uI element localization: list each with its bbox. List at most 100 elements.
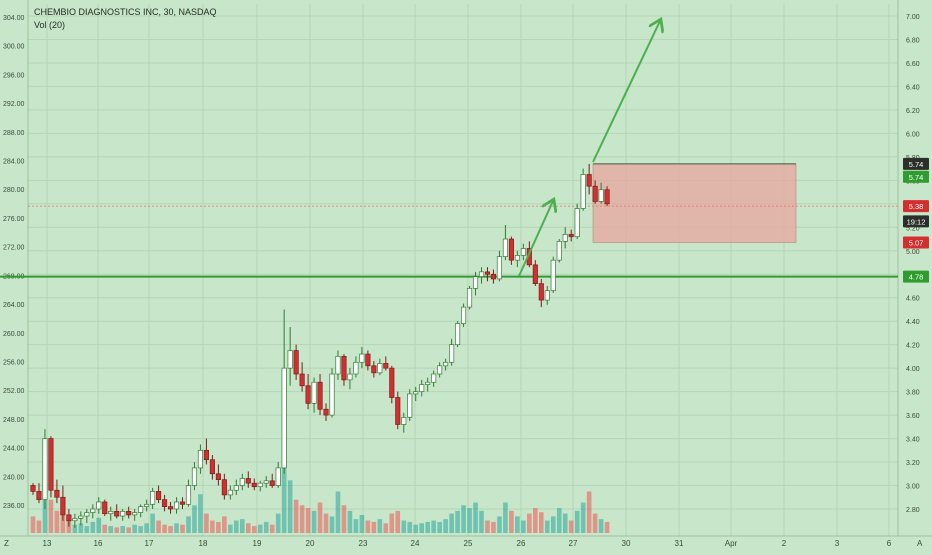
candle-body (449, 344, 455, 363)
volume-bar (162, 524, 167, 533)
left-axis-tick: 304.00 (3, 15, 25, 22)
candle-body (520, 248, 526, 256)
time-axis-tick: 18 (199, 539, 208, 548)
candle-body (431, 373, 437, 383)
left-axis-tick: 264.00 (3, 302, 25, 309)
candle-body (413, 391, 419, 395)
volume-bar (275, 513, 281, 533)
price-tag-label: 5.74 (909, 160, 924, 169)
volume-bar (419, 523, 424, 533)
right-axis-tick: 5.00 (906, 249, 920, 256)
candle-body (191, 467, 198, 486)
candle-body (48, 438, 54, 491)
volume-bar (96, 517, 102, 533)
volume-bar (574, 510, 580, 533)
volume-bar (586, 491, 592, 533)
left-axis-tick: 236.00 (3, 503, 25, 510)
candle-body (419, 384, 425, 392)
right-axis-tick: 6.60 (906, 61, 920, 68)
candle-body (425, 381, 431, 385)
candle-body (461, 306, 467, 324)
left-axis-tick: 256.00 (3, 359, 25, 366)
price-tag (903, 200, 929, 213)
candle-body (311, 381, 317, 404)
right-axis-tick: 3.80 (906, 390, 920, 397)
volume-bar (287, 480, 293, 533)
volume-bar (527, 513, 532, 533)
volume-bar (365, 520, 371, 533)
volume-bar (114, 527, 120, 533)
candle-body (167, 506, 174, 510)
left-axis-tick: 292.00 (3, 101, 25, 108)
volume-bar (192, 505, 197, 533)
candle-body (203, 449, 209, 461)
candle-body (150, 491, 156, 505)
time-axis-tick: 25 (464, 539, 473, 548)
volume-bar (359, 515, 365, 533)
volume-bar (544, 520, 550, 533)
volume-bar (263, 521, 269, 533)
candle-body (78, 515, 84, 519)
candle-body (598, 189, 604, 202)
candle-body (574, 208, 580, 238)
candle-body (371, 365, 377, 374)
candle-body (84, 512, 90, 517)
candle-body (496, 256, 502, 280)
candle-body (389, 367, 395, 398)
volume-bar (126, 527, 131, 533)
volume-bar (186, 516, 191, 533)
time-axis-tick: 30 (622, 539, 631, 548)
volume-bar (281, 447, 287, 533)
candle-body (60, 496, 66, 516)
candle-body (114, 510, 120, 517)
left-axis-tick: 248.00 (3, 417, 25, 424)
candle-body (592, 185, 598, 202)
candle-body (293, 350, 299, 375)
stop-loss-zone (592, 163, 797, 243)
candle-body (42, 438, 48, 500)
candle-body (233, 485, 239, 491)
price-tag-label: 4.78 (909, 273, 924, 282)
left-axis-tick: 300.00 (3, 44, 25, 51)
volume-bar (377, 519, 383, 533)
volume-bar (455, 510, 460, 533)
candle-body (299, 373, 305, 387)
time-axis-tick: 2 (782, 539, 787, 548)
time-axis-tick: 17 (145, 539, 154, 548)
volume-bar (36, 520, 42, 533)
time-axis-tick: Apr (725, 539, 738, 548)
right-axis-tick: 4.60 (906, 296, 920, 303)
candle-body (305, 385, 311, 404)
candle-body (263, 480, 269, 484)
time-axis-tick: 27 (569, 539, 578, 548)
chart-legend: CHEMBIO DIAGNOSTICS INC, 30, NASDAQ Vol … (34, 6, 217, 32)
candle-body (407, 393, 413, 418)
time-axis-tick: 20 (306, 539, 315, 548)
left-axis-tick: 240.00 (3, 474, 25, 481)
volume-bar (78, 523, 84, 533)
volume-bar (425, 521, 430, 533)
volume-bar (150, 513, 155, 533)
right-axis-tick: 3.60 (906, 413, 920, 420)
volume-bar (550, 516, 556, 533)
volume-bar (467, 508, 472, 533)
time-axis-tick: 6 (887, 539, 892, 548)
volume-bar (120, 526, 125, 533)
volume-bar (138, 526, 143, 533)
volume-bar (371, 521, 377, 533)
candle-body (132, 512, 138, 516)
volume-bar (539, 512, 544, 533)
volume-bar (245, 523, 251, 533)
candle-body (251, 482, 257, 488)
volume-bar (251, 526, 257, 533)
price-tag (903, 157, 929, 170)
candle-body (317, 381, 323, 410)
candle-body (580, 174, 586, 209)
volume-bar (60, 515, 66, 533)
candle-body (586, 174, 592, 187)
candle-body (604, 189, 610, 205)
volume-bar (108, 526, 114, 533)
